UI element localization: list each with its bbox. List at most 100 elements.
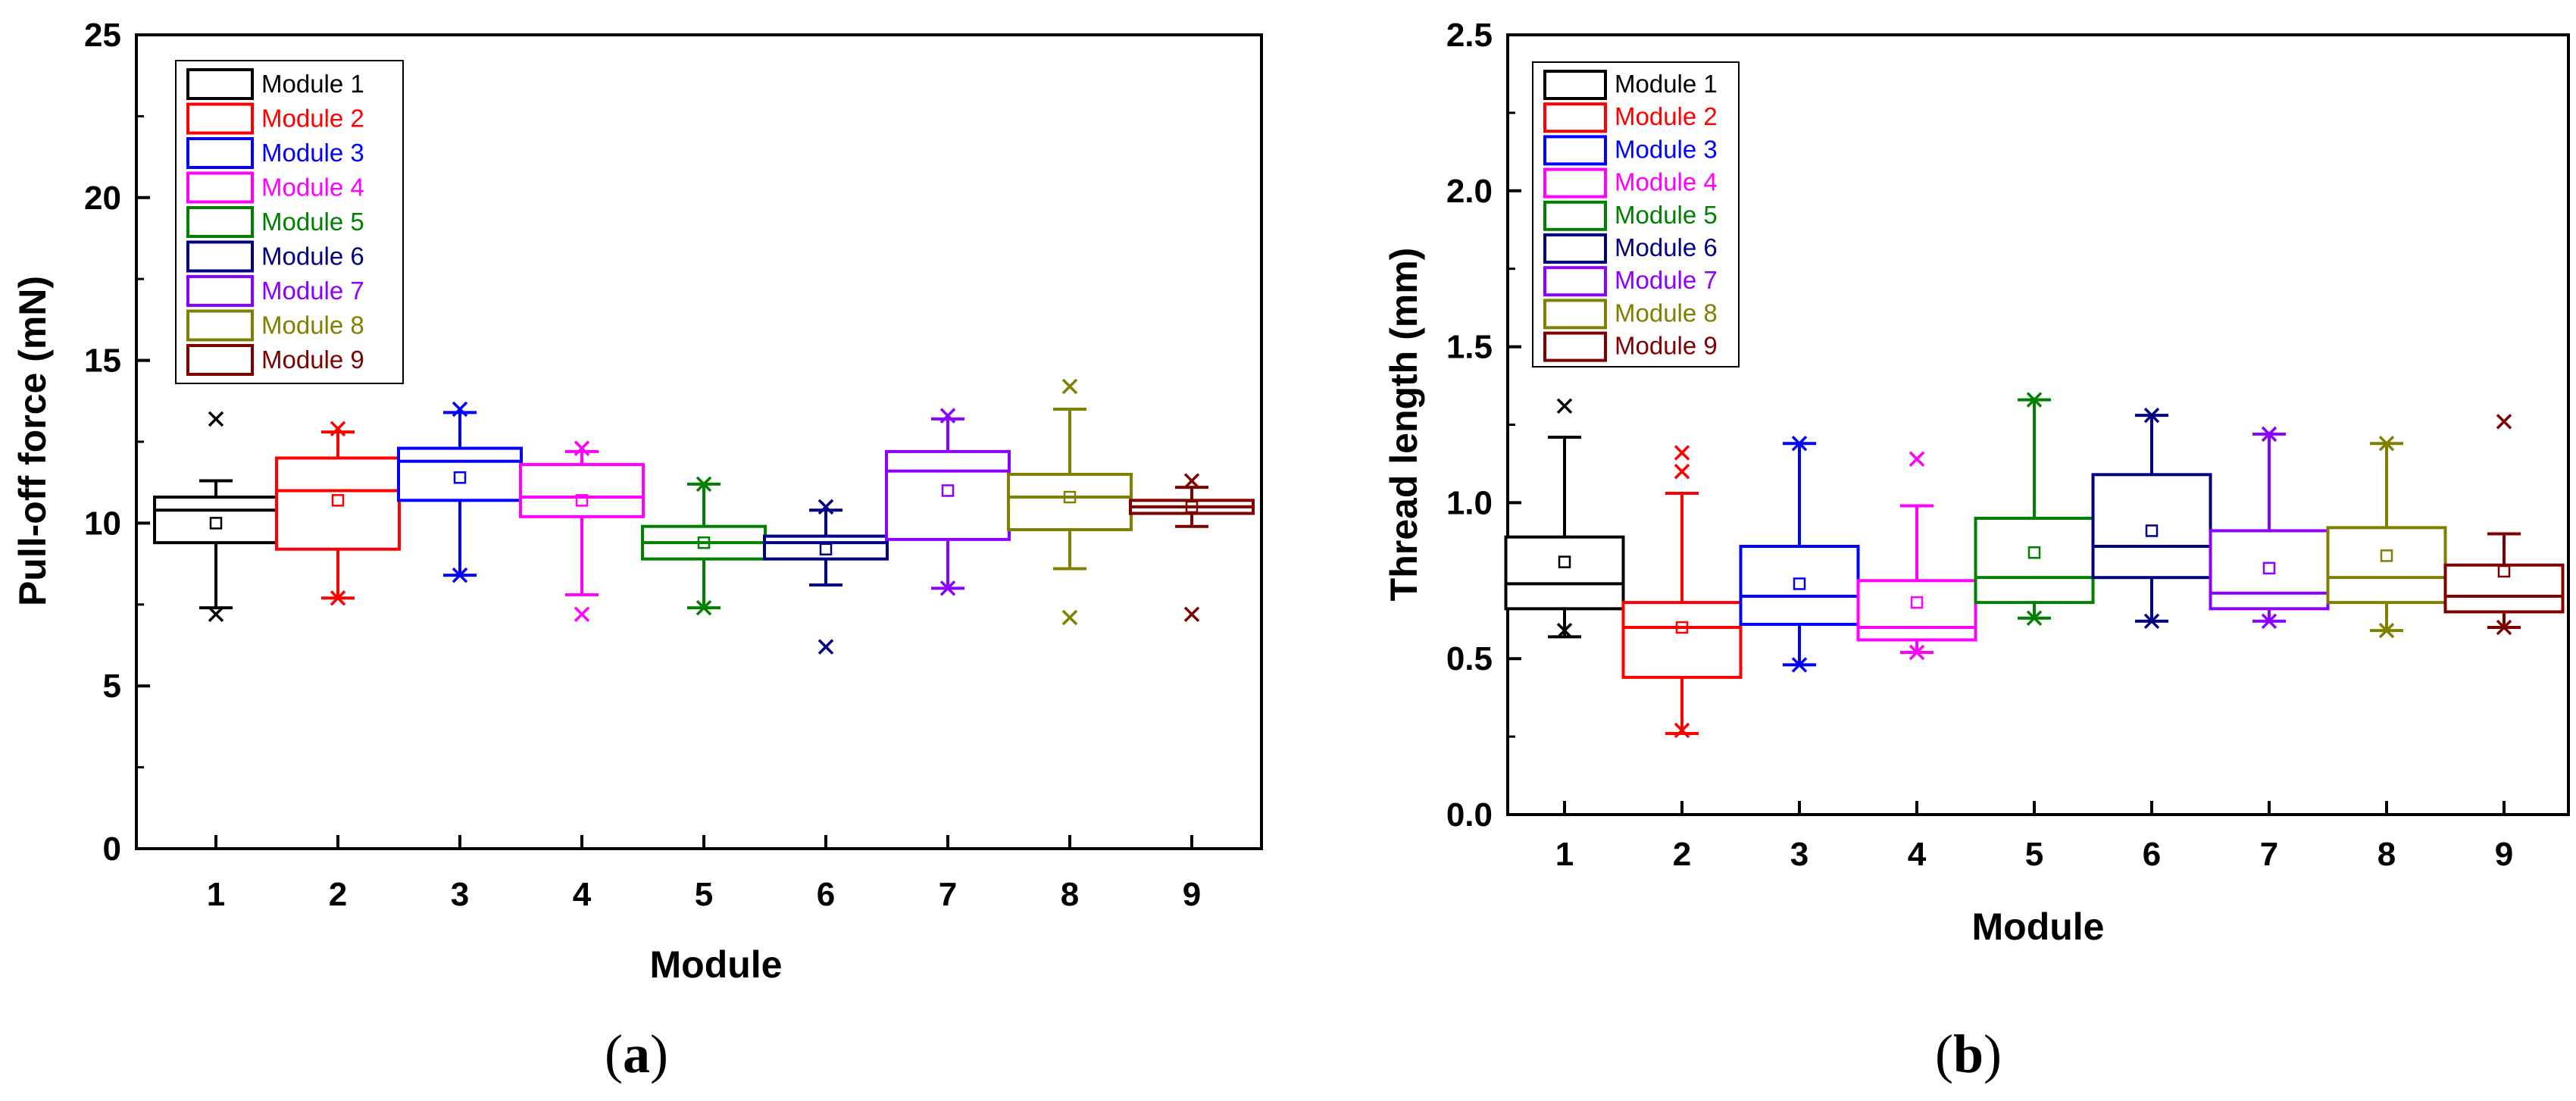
legend-label: Module 6 bbox=[1615, 233, 1718, 261]
box-iqr bbox=[397, 446, 523, 502]
y-tick-label: 1.0 bbox=[1446, 484, 1493, 521]
outlier-marker bbox=[2261, 613, 2277, 630]
x-tick-label: 9 bbox=[1183, 876, 1201, 913]
outlier-marker bbox=[2026, 392, 2043, 408]
box-iqr bbox=[1504, 535, 1625, 611]
legend-swatch bbox=[1543, 167, 1607, 199]
panel-a: 0 5 10 15 20 25 1 2 3 4 5 6 7 8 9 Module Pull-off force … bbox=[11, 17, 1263, 1084]
x-tick-label: 6 bbox=[817, 876, 835, 913]
box-module-4 bbox=[519, 440, 645, 622]
legend-item: Module 1 bbox=[186, 68, 364, 100]
outlier-marker bbox=[1791, 657, 1808, 673]
legend-item: Module 4 bbox=[1543, 167, 1718, 199]
outlier-marker bbox=[939, 408, 956, 424]
box-iqr bbox=[763, 534, 889, 561]
legend-label: Module 7 bbox=[261, 277, 364, 305]
box-iqr bbox=[1974, 516, 2095, 605]
x-tick-label: 4 bbox=[1908, 836, 1927, 873]
outlier-marker bbox=[2261, 426, 2277, 443]
x-tick-label: 6 bbox=[2143, 836, 2161, 873]
box-module-5 bbox=[1974, 392, 2095, 626]
y-tick-label: 20 bbox=[84, 180, 121, 217]
legend-item: Module 7 bbox=[186, 275, 364, 307]
y-axis-title: Pull-off force (mN) bbox=[11, 276, 54, 606]
outlier-marker bbox=[1556, 398, 1573, 414]
y-tick-label: 2.0 bbox=[1446, 173, 1493, 210]
legend-item: Module 6 bbox=[1543, 233, 1718, 264]
outlier-marker bbox=[696, 599, 712, 616]
legend-swatch bbox=[1543, 299, 1607, 330]
legend-label: Module 8 bbox=[261, 311, 364, 339]
legend-swatch bbox=[186, 171, 254, 204]
box-module-1 bbox=[153, 411, 279, 622]
outlier-marker bbox=[208, 411, 224, 427]
legend-label: Module 7 bbox=[1615, 266, 1718, 294]
legend-swatch bbox=[186, 137, 254, 169]
mean-marker bbox=[1910, 596, 1924, 609]
legend-swatch bbox=[1543, 135, 1607, 166]
box-module-8 bbox=[2326, 435, 2447, 639]
outlier-marker bbox=[1556, 622, 1573, 639]
x-tick-label: 8 bbox=[2377, 836, 2396, 873]
box-iqr bbox=[519, 463, 645, 518]
legend-item: Module 5 bbox=[1543, 200, 1718, 231]
outlier-marker bbox=[818, 639, 834, 655]
box-module-1 bbox=[1504, 398, 1625, 639]
mean-marker bbox=[575, 494, 589, 507]
outlier-marker bbox=[696, 476, 712, 493]
legend-swatch bbox=[186, 206, 254, 238]
legend-item: Module 8 bbox=[186, 309, 364, 342]
x-tick-label: 1 bbox=[207, 876, 225, 913]
y-tick-label: 5 bbox=[103, 668, 121, 705]
outlier-marker bbox=[1674, 445, 1690, 461]
x-axis-title: Module bbox=[1972, 906, 2105, 948]
legend-swatch bbox=[186, 309, 254, 342]
legend-label: Module 6 bbox=[261, 242, 364, 271]
legend-item: Module 5 bbox=[186, 206, 364, 238]
outlier-marker bbox=[2378, 435, 2395, 452]
legend-item: Module 9 bbox=[1543, 331, 1718, 362]
legend-label: Module 8 bbox=[1615, 299, 1718, 327]
legend-item: Module 2 bbox=[186, 102, 364, 135]
legend-label: Module 5 bbox=[261, 208, 364, 236]
box-module-7 bbox=[885, 408, 1011, 596]
legend-swatch bbox=[186, 102, 254, 135]
x-tick-label: 9 bbox=[2495, 836, 2513, 873]
outlier-marker bbox=[1061, 378, 1078, 395]
outlier-marker bbox=[2143, 613, 2160, 630]
outlier-marker bbox=[574, 440, 590, 456]
outlier-marker bbox=[1674, 464, 1690, 480]
panel-label-letter: a bbox=[623, 1024, 650, 1084]
outlier-marker bbox=[574, 606, 590, 622]
mean-marker bbox=[331, 494, 345, 507]
x-tick-label: 4 bbox=[573, 876, 592, 913]
box-iqr bbox=[1621, 601, 1743, 679]
legend: Module 1 Module 2 Module 3 Module 4 Module 5… bbox=[175, 60, 404, 384]
y-tick-label: 25 bbox=[84, 17, 121, 54]
outlier-marker bbox=[939, 580, 956, 596]
outlier-marker bbox=[330, 590, 346, 606]
legend-label: Module 2 bbox=[261, 105, 364, 133]
outlier-marker bbox=[208, 606, 224, 622]
legend-swatch bbox=[186, 344, 254, 376]
legend-swatch bbox=[1543, 233, 1607, 264]
outlier-marker bbox=[1909, 644, 1925, 661]
legend-swatch bbox=[1543, 331, 1607, 362]
mean-marker bbox=[1675, 621, 1689, 634]
legend-item: Module 7 bbox=[1543, 266, 1718, 297]
mean-marker bbox=[2497, 565, 2511, 578]
outlier-marker bbox=[1061, 609, 1078, 626]
outlier-marker bbox=[452, 401, 468, 418]
outlier-marker bbox=[452, 567, 468, 583]
mean-marker bbox=[697, 536, 711, 549]
box-module-8 bbox=[1007, 378, 1133, 626]
legend-label: Module 5 bbox=[1615, 201, 1718, 229]
legend-label: Module 1 bbox=[261, 70, 364, 98]
box-iqr bbox=[2326, 526, 2447, 605]
outlier-marker bbox=[2026, 610, 2043, 626]
outlier-marker bbox=[1909, 451, 1925, 468]
outlier-marker bbox=[2143, 407, 2160, 424]
box-iqr bbox=[1856, 579, 1977, 642]
y-tick-label: 0.0 bbox=[1446, 796, 1493, 834]
